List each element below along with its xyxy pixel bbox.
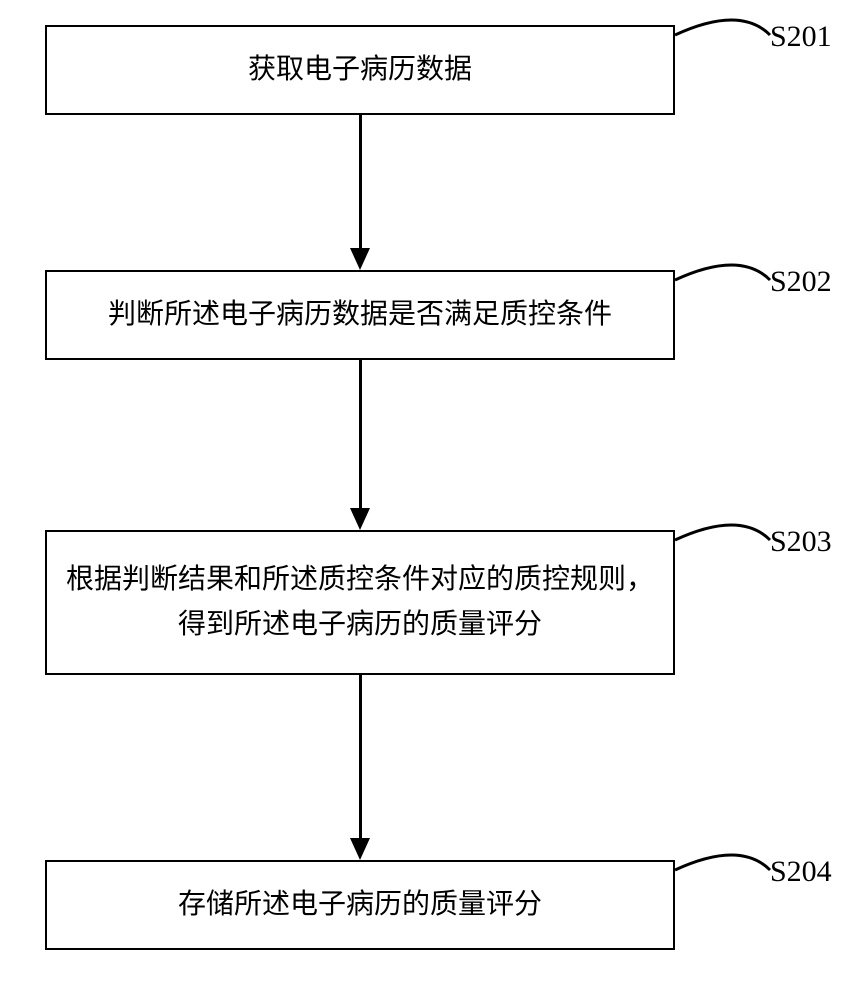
arrow-line xyxy=(359,360,362,508)
step-label-S202: S202 xyxy=(770,265,832,299)
flow-node-text: 获取电子病历数据 xyxy=(248,48,472,93)
arrow-line xyxy=(359,115,362,248)
flow-node-text: 判断所述电子病历数据是否满足质控条件 xyxy=(108,293,612,338)
step-label-S203: S203 xyxy=(770,525,832,559)
callout-curve xyxy=(671,246,774,284)
arrow-head-icon xyxy=(350,838,370,860)
arrow-line xyxy=(359,675,362,838)
flow-node-n3: 根据判断结果和所述质控条件对应的质控规则，得到所述电子病历的质量评分 xyxy=(45,530,675,675)
callout-curve xyxy=(671,836,774,874)
flow-node-text: 存储所述电子病历的质量评分 xyxy=(178,883,542,928)
callout-curve xyxy=(671,1,774,39)
arrow-head-icon xyxy=(350,508,370,530)
flow-node-text: 根据判断结果和所述质控条件对应的质控规则，得到所述电子病历的质量评分 xyxy=(63,558,657,648)
flowchart-canvas: 获取电子病历数据 S201 判断所述电子病历数据是否满足质控条件 S202 根据判断结果… xyxy=(0,0,864,1000)
flow-node-n4: 存储所述电子病历的质量评分 xyxy=(45,860,675,950)
step-label-S201: S201 xyxy=(770,20,832,54)
callout-curve xyxy=(671,506,774,544)
arrow-head-icon xyxy=(350,248,370,270)
flow-node-n2: 判断所述电子病历数据是否满足质控条件 xyxy=(45,270,675,360)
flow-node-n1: 获取电子病历数据 xyxy=(45,25,675,115)
step-label-S204: S204 xyxy=(770,855,832,889)
